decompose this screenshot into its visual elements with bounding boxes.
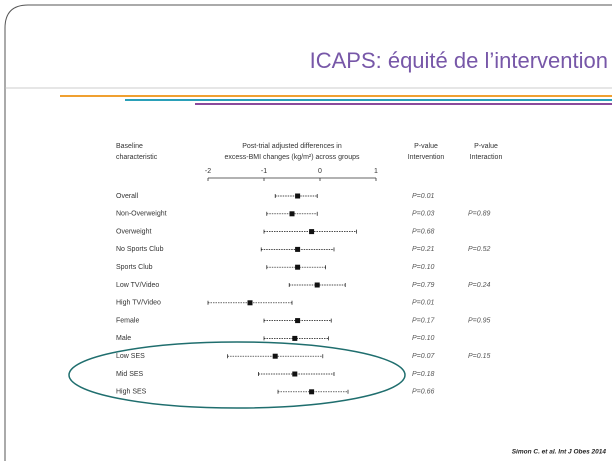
slide-title: ICAPS: équité de l’intervention xyxy=(310,48,608,73)
p-value: P=0.95 xyxy=(468,317,490,324)
column-header: P-value Intervention xyxy=(408,143,445,161)
point-estimate xyxy=(247,300,253,306)
row-label: High TV/Video xyxy=(116,300,161,307)
point-estimate xyxy=(289,211,295,217)
p-value: P=0.89 xyxy=(468,211,490,218)
p-value: P=0.68 xyxy=(412,228,434,235)
row-label: Non-Overweight xyxy=(116,211,167,218)
x-tick-label: -2 xyxy=(205,168,211,175)
row-label: Overweight xyxy=(116,228,151,235)
p-value: P=0.52 xyxy=(468,246,490,253)
point-estimate xyxy=(292,335,298,341)
point-estimate xyxy=(309,229,315,235)
p-value: P=0.07 xyxy=(412,353,435,360)
point-estimate xyxy=(295,246,301,252)
p-value: P=0.18 xyxy=(412,371,434,378)
row-label: Overall xyxy=(116,193,139,200)
point-estimate xyxy=(314,282,320,288)
p-value: P=0.03 xyxy=(412,211,434,218)
row-label: Low TV/Video xyxy=(116,282,159,289)
x-tick-label: 0 xyxy=(318,168,322,175)
point-estimate xyxy=(295,318,301,324)
slide-border xyxy=(4,4,612,461)
p-value: P=0.21 xyxy=(412,246,434,253)
x-tick-label: -1 xyxy=(261,168,267,175)
point-estimate xyxy=(309,389,315,395)
point-estimate xyxy=(292,371,298,377)
axis-label: Post-trial adjusted differences in excess… xyxy=(225,143,360,161)
p-value: P=0.01 xyxy=(412,300,434,307)
p-value: P=0.01 xyxy=(412,193,434,200)
row-label: No Sports Club xyxy=(116,246,164,253)
column-header: P-value Interaction xyxy=(470,143,503,161)
row-label: Mid SES xyxy=(116,371,144,378)
column-header: Baseline characteristic xyxy=(116,143,158,161)
row-label: Low SES xyxy=(116,353,145,360)
point-estimate xyxy=(295,264,301,270)
p-value: P=0.24 xyxy=(468,282,490,289)
p-value: P=0.79 xyxy=(412,282,434,289)
p-value: P=0.10 xyxy=(412,264,434,271)
p-value: P=0.15 xyxy=(468,353,490,360)
row-label: Sports Club xyxy=(116,264,153,271)
p-value: P=0.10 xyxy=(412,335,434,342)
p-value: P=0.66 xyxy=(412,389,434,396)
p-value: P=0.17 xyxy=(412,317,435,324)
x-tick-label: 1 xyxy=(374,168,378,175)
point-estimate xyxy=(272,353,278,359)
row-label: High SES xyxy=(116,389,147,396)
citation: Simon C. et al. Int J Obes 2014 xyxy=(512,449,607,456)
row-label: Male xyxy=(116,335,131,342)
highlight-ellipse xyxy=(68,341,406,409)
point-estimate xyxy=(295,193,301,199)
row-label: Female xyxy=(116,317,139,324)
